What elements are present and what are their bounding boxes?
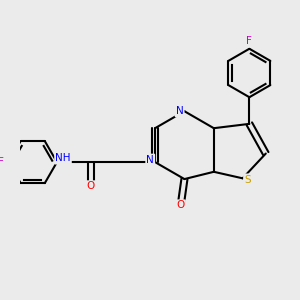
Text: N: N: [146, 155, 154, 165]
Text: F: F: [0, 157, 4, 167]
Text: NH: NH: [55, 154, 71, 164]
Text: N: N: [176, 106, 184, 116]
Text: F: F: [246, 37, 252, 46]
Text: O: O: [177, 200, 185, 211]
Text: O: O: [87, 181, 95, 191]
Text: S: S: [244, 175, 251, 184]
